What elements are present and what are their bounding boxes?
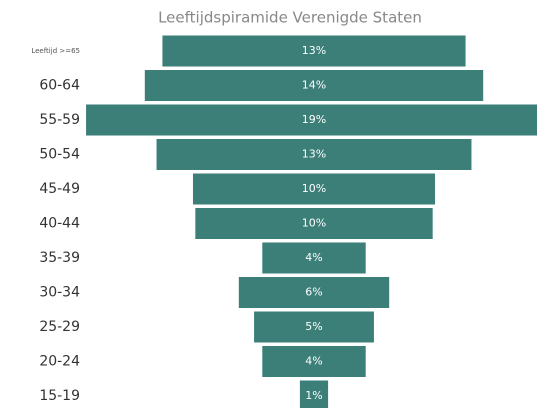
bar bbox=[195, 208, 433, 239]
bar bbox=[192, 173, 436, 205]
category-label: 50-54 bbox=[39, 147, 80, 163]
value-label: 13% bbox=[302, 44, 326, 57]
value-label: 4% bbox=[305, 355, 322, 368]
bar bbox=[299, 380, 329, 408]
value-label: 10% bbox=[302, 182, 326, 195]
chart-title: Leeftijdspiramide Verenigde Staten bbox=[158, 9, 422, 27]
value-label: 1% bbox=[305, 389, 322, 402]
value-label: 14% bbox=[302, 79, 326, 92]
category-label: 40-44 bbox=[39, 216, 80, 232]
bar bbox=[162, 35, 466, 67]
category-label: 35-39 bbox=[39, 250, 80, 266]
bar bbox=[238, 277, 390, 308]
category-label: 60-64 bbox=[39, 78, 80, 94]
bar bbox=[254, 311, 374, 343]
category-label: 15-19 bbox=[39, 388, 80, 404]
category-label: 55-59 bbox=[39, 112, 80, 128]
category-label: Leeftijd >=65 bbox=[31, 47, 80, 55]
bar bbox=[156, 139, 472, 170]
category-label: 45-49 bbox=[39, 181, 80, 197]
category-label: 25-29 bbox=[39, 319, 80, 335]
bar bbox=[144, 70, 484, 101]
value-label: 5% bbox=[305, 320, 322, 333]
category-label: 20-24 bbox=[39, 354, 80, 370]
value-label: 4% bbox=[305, 251, 322, 264]
value-label: 10% bbox=[302, 217, 326, 230]
bar bbox=[262, 242, 366, 274]
value-label: 19% bbox=[302, 113, 326, 126]
bar bbox=[86, 104, 537, 136]
category-label: 30-34 bbox=[39, 285, 80, 301]
bar bbox=[262, 346, 366, 377]
value-label: 6% bbox=[305, 286, 322, 299]
value-label: 13% bbox=[302, 148, 326, 161]
